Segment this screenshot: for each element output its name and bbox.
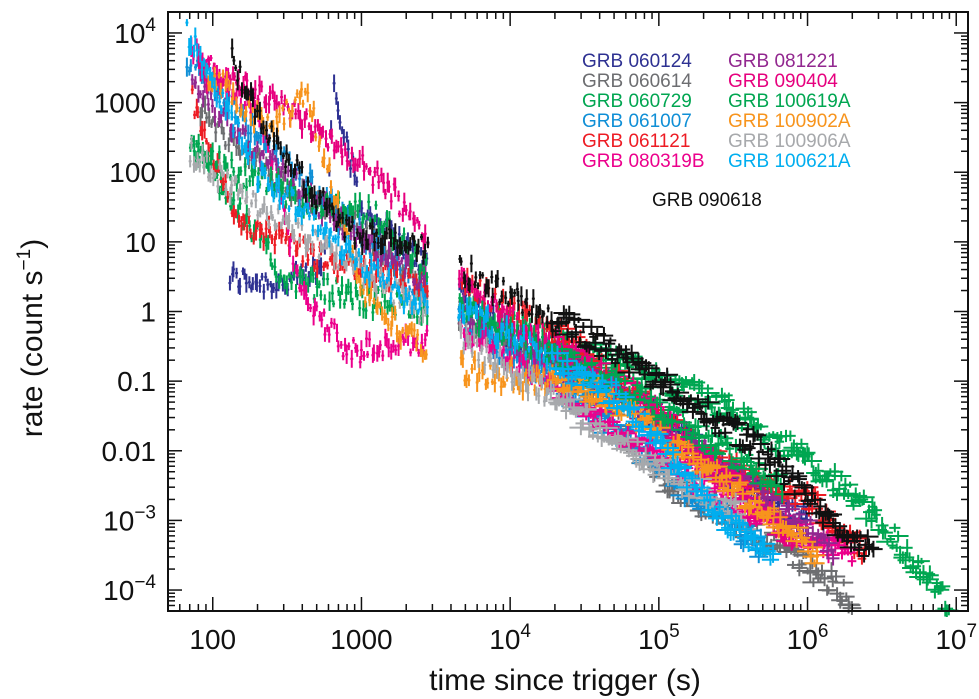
data-layer <box>185 19 959 617</box>
